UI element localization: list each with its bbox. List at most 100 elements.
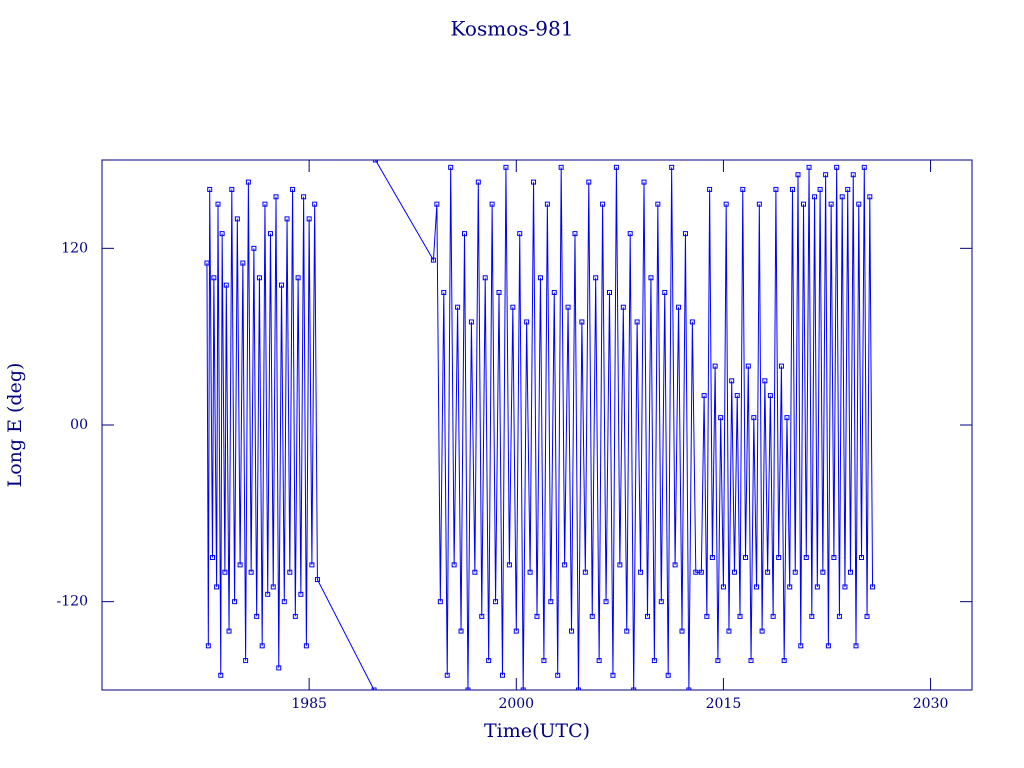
data-point (845, 186, 851, 192)
data-point (486, 658, 492, 664)
y-tick-label: 120 (61, 240, 88, 256)
data-point (517, 231, 523, 237)
data-point (762, 378, 768, 384)
data-point (287, 569, 293, 575)
data-point (279, 282, 285, 288)
data-point (267, 231, 273, 237)
data-point (222, 569, 228, 575)
data-point (665, 672, 671, 678)
data-point (607, 290, 612, 295)
data-point (669, 164, 675, 170)
plot-area (204, 160, 876, 690)
data-point (767, 393, 773, 399)
data-point (298, 591, 304, 597)
data-point (867, 194, 873, 200)
data-point (455, 304, 461, 310)
data-point (698, 569, 704, 575)
data-point (720, 584, 726, 590)
x-tick-label: 2000 (498, 696, 534, 712)
data-point (301, 194, 307, 200)
data-point (531, 179, 537, 185)
data-point (572, 231, 578, 237)
data-point (715, 658, 721, 664)
data-point (679, 628, 685, 634)
data-point (262, 201, 268, 207)
data-point (430, 257, 436, 263)
data-point (245, 179, 251, 185)
data-point (672, 562, 678, 568)
data-point (778, 363, 784, 369)
data-point (441, 290, 447, 295)
data-point (634, 319, 640, 325)
data-point (444, 672, 450, 678)
data-point (828, 201, 834, 207)
x-tick-label: 1985 (291, 696, 327, 712)
data-point (306, 216, 312, 222)
data-point (596, 658, 602, 664)
data-point (314, 577, 320, 583)
data-point (548, 599, 554, 605)
data-point (817, 186, 823, 192)
data-point (686, 687, 692, 690)
data-point (729, 378, 735, 384)
data-point (734, 393, 740, 399)
data-point (565, 304, 571, 310)
chart-title: Kosmos-981 (451, 17, 574, 41)
data-point (256, 275, 262, 281)
data-point (610, 672, 616, 678)
data-point (792, 569, 798, 575)
data-point (847, 569, 853, 575)
data-point (751, 415, 757, 421)
data-point (718, 415, 724, 421)
y-axis-label: Long E (deg) (4, 363, 26, 488)
data-point (745, 363, 751, 369)
data-point (555, 672, 561, 678)
data-point (472, 569, 478, 575)
data-point (756, 201, 762, 207)
data-point (204, 260, 210, 266)
data-point (215, 201, 221, 207)
data-point (648, 275, 654, 281)
data-point (693, 569, 699, 575)
data-point (836, 613, 842, 619)
data-point (789, 186, 795, 192)
data-point (770, 613, 776, 619)
data-point (798, 643, 804, 649)
data-point (859, 555, 865, 560)
data-point (712, 363, 718, 369)
data-point (527, 569, 533, 575)
data-point (551, 290, 557, 295)
data-point (232, 599, 238, 605)
data-point (814, 584, 820, 590)
data-point (520, 687, 526, 690)
data-point (214, 584, 220, 590)
data-point (265, 591, 271, 597)
data-point (219, 231, 225, 237)
data-point (303, 643, 309, 649)
data-point (493, 599, 499, 605)
data-point (503, 164, 509, 170)
data-point (737, 613, 743, 619)
data-point (372, 160, 378, 163)
data-point (662, 290, 668, 295)
y-tick-label: -120 (57, 594, 88, 610)
data-point (809, 613, 815, 619)
data-point (465, 687, 471, 690)
data-point (211, 275, 217, 281)
data-point (451, 562, 457, 568)
data-point (776, 555, 782, 560)
data-point (205, 643, 211, 649)
data-point (273, 194, 279, 200)
data-point (627, 231, 633, 237)
data-point (582, 569, 588, 575)
data-point (709, 555, 715, 560)
data-point (731, 569, 737, 575)
data-point (240, 260, 246, 266)
data-point (676, 304, 682, 310)
data-point (237, 562, 243, 568)
data-point (270, 584, 276, 590)
data-point (864, 613, 870, 619)
data-point (784, 415, 790, 421)
data-point (806, 164, 812, 170)
data-point (624, 628, 630, 634)
